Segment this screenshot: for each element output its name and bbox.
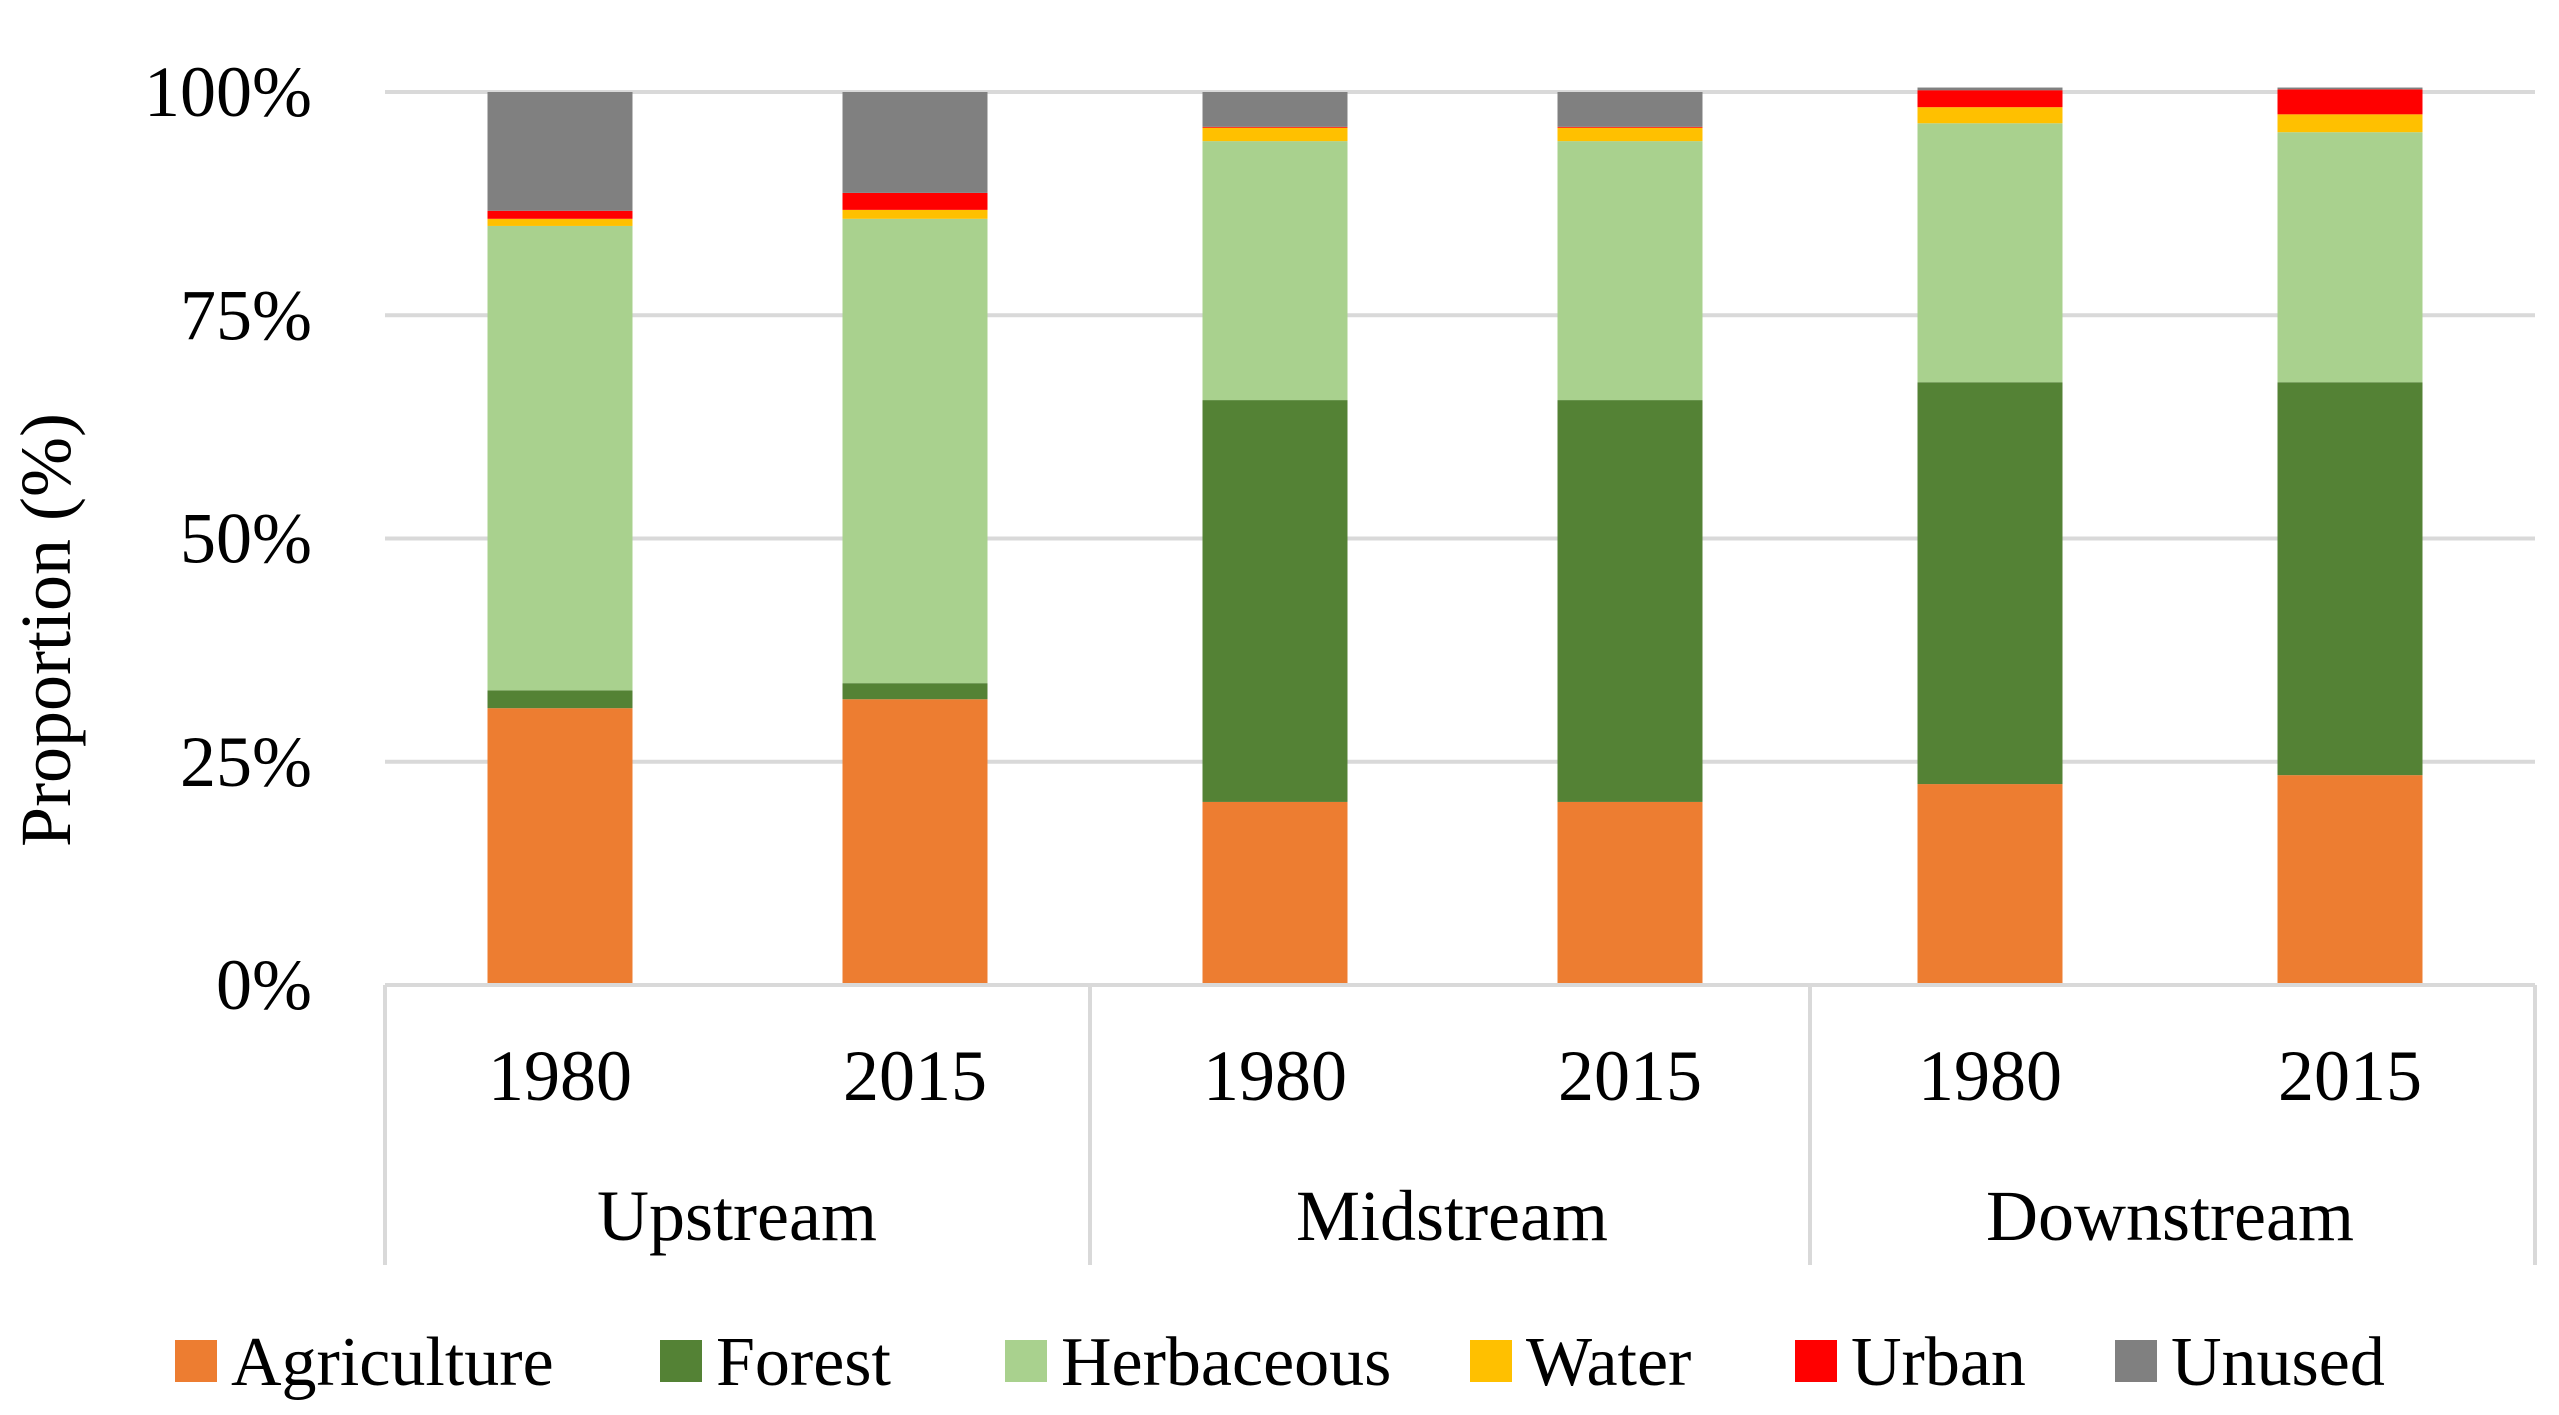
bar-segment-herbaceous-2 [1202,141,1348,401]
bar-segment-urban-4 [1917,90,2063,108]
bar-segment-forest-0 [487,690,633,709]
bar-segment-forest-3 [1557,400,1703,802]
bar-segment-water-4 [1917,107,2063,124]
y-tick-label: 25% [180,722,312,802]
x-group-label: Upstream [597,1176,877,1256]
x-category-label: 2015 [1558,1036,1702,1116]
legend-label-agriculture: Agriculture [231,1324,554,1401]
bar-segment-forest-2 [1202,400,1348,802]
gridlines [385,90,2535,987]
bar-segment-unused-2 [1202,92,1348,127]
legend-swatch-unused [2115,1340,2157,1382]
bar-segment-agriculture-2 [1202,801,1348,985]
legend-swatch-agriculture [175,1340,217,1382]
x-category-label: 1980 [1203,1036,1347,1116]
bar-segment-agriculture-5 [2277,775,2423,985]
bar-segment-urban-3 [1557,126,1703,128]
bar-segment-unused-0 [487,92,633,211]
y-tick-label: 100% [144,52,312,132]
bar-segment-water-2 [1202,127,1348,142]
legend-label-unused: Unused [2171,1324,2385,1401]
legend: Agriculture Forest Herbaceous Water Urban Unu… [175,1324,2385,1401]
bar-segment-urban-1 [842,192,988,210]
bar-segment-urban-2 [1202,126,1348,128]
legend-label-forest: Forest [716,1324,892,1401]
bar-segment-agriculture-3 [1557,801,1703,985]
bar-segment-herbaceous-4 [1917,123,2063,383]
bar-segment-agriculture-0 [487,708,633,985]
legend-label-urban: Urban [1851,1324,2026,1401]
bar-segment-unused-5 [2277,87,2423,90]
bar-segment-water-1 [842,209,988,219]
bar-segment-water-0 [487,218,633,226]
bar-segment-herbaceous-5 [2277,132,2423,383]
bar-segment-herbaceous-0 [487,225,633,691]
bar-segment-unused-3 [1557,92,1703,127]
x-category-label: 2015 [843,1036,987,1116]
bar-segment-unused-4 [1917,87,2063,91]
y-tick-label: 0% [216,945,312,1025]
legend-label-water: Water [1526,1324,1691,1401]
legend-label-herbaceous: Herbaceous [1061,1324,1391,1401]
legend-swatch-herbaceous [1005,1340,1047,1382]
y-tick-label: 75% [180,275,312,355]
legend-swatch-water [1470,1340,1512,1382]
bars [487,87,2423,985]
bar-segment-urban-5 [2277,89,2423,115]
bar-segment-unused-1 [842,92,988,193]
x-group-label: Midstream [1296,1176,1608,1256]
bar-segment-agriculture-4 [1917,784,2063,985]
legend-swatch-urban [1795,1340,1837,1382]
legend-swatch-forest [660,1340,702,1382]
x-axis-labels: 1980 2015 1980 2015 1980 2015 Upstream Midstrea… [488,1036,2422,1256]
y-axis-ticks: 0% 25% 50% 75% 100% [144,52,312,1025]
bar-segment-forest-1 [842,683,988,700]
bar-segment-herbaceous-3 [1557,141,1703,401]
y-axis-title: Proportion (%) [6,413,86,847]
bar-segment-water-5 [2277,114,2423,133]
y-tick-label: 50% [180,499,312,579]
x-category-label: 1980 [1918,1036,2062,1116]
x-category-label: 1980 [488,1036,632,1116]
bar-segment-forest-5 [2277,382,2423,776]
bar-segment-herbaceous-1 [842,218,988,684]
x-category-label: 2015 [2278,1036,2422,1116]
bar-segment-agriculture-1 [842,699,988,985]
bar-segment-water-3 [1557,127,1703,142]
x-group-label: Downstream [1986,1176,2354,1256]
x-axis-table [383,983,2537,1265]
bar-segment-urban-0 [487,210,633,219]
bar-segment-forest-4 [1917,382,2063,785]
